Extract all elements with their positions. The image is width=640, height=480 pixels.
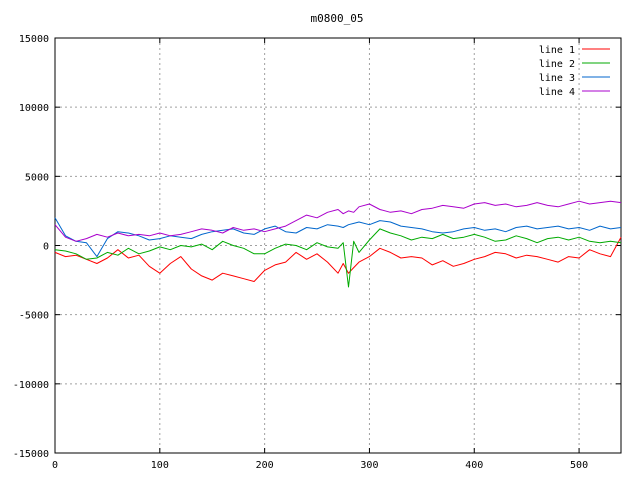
legend-label-3: line 3 <box>539 73 575 84</box>
axes: 0 100 200 300 400 500 -15000 -10000 -5000 0 5000 10… <box>13 34 622 471</box>
y-tick-label: 10000 <box>19 103 49 114</box>
y-tick-label: -5000 <box>19 311 49 322</box>
x-tick-label: 400 <box>465 460 483 471</box>
legend: line 1 line 2 line 3 line 4 <box>539 45 610 98</box>
series-line-3 <box>54 217 622 258</box>
y-tick-label: 15000 <box>19 34 49 45</box>
legend-label-4: line 4 <box>539 87 575 98</box>
series-line-1 <box>54 236 622 282</box>
legend-label-2: line 2 <box>539 59 575 70</box>
x-tick-label: 200 <box>256 460 274 471</box>
x-tick-label: 300 <box>360 460 378 471</box>
legend-label-1: line 1 <box>539 45 575 56</box>
y-tick-label: -10000 <box>13 380 49 391</box>
x-tick-label: 100 <box>151 460 169 471</box>
y-tick-label: 0 <box>43 242 49 253</box>
chart-title: m0800_05 <box>311 12 364 25</box>
x-tick-label: 0 <box>52 460 58 471</box>
x-tick-label: 500 <box>570 460 588 471</box>
series-line-2 <box>54 228 622 288</box>
y-tick-label: -15000 <box>13 449 49 460</box>
series-line-4 <box>54 200 622 242</box>
grid <box>55 38 621 453</box>
series-group <box>54 200 622 288</box>
y-tick-label: 5000 <box>25 172 49 183</box>
